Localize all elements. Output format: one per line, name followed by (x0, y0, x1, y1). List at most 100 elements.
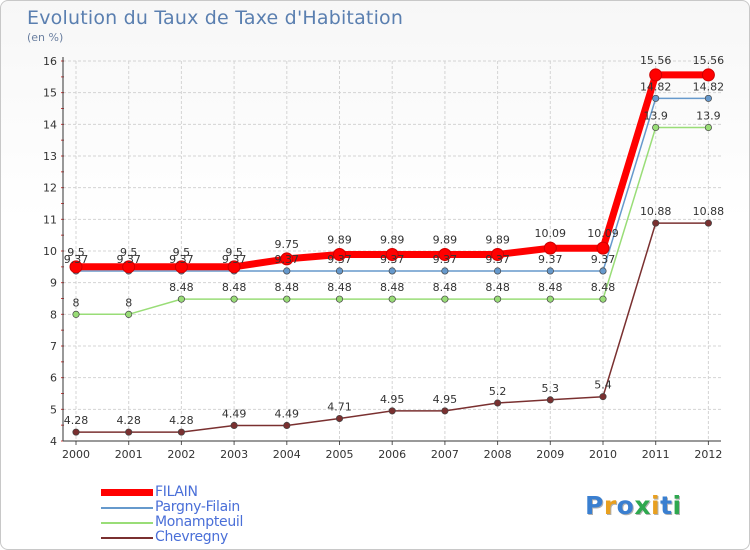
logo-letter: i (672, 491, 682, 520)
data-point-chevregny (230, 421, 238, 430)
data-label-filain: 9.89 (485, 233, 510, 246)
data-point-chevregny (599, 393, 607, 401)
data-point-chevregny (441, 407, 449, 415)
data-label-pargny-filain: 9.37 (538, 253, 563, 266)
data-label-monampteuil: 13.9 (696, 110, 721, 123)
legend-label-pargny-filain: Pargny-Filain (155, 499, 241, 515)
data-label-monampteuil: 8.48 (327, 281, 352, 294)
data-label-monampteuil: 8.48 (538, 281, 563, 294)
legend-swatch-monampteuil (101, 522, 153, 524)
legend-swatch-filain (101, 489, 153, 496)
data-point-filain (69, 260, 83, 274)
y-tick-label: 12 (43, 182, 57, 195)
data-point-pargny-filain (494, 267, 502, 275)
x-tick-label: 2003 (220, 448, 248, 461)
data-point-monampteuil (335, 295, 344, 303)
data-point-filain (438, 247, 452, 261)
y-tick-label: 14 (43, 118, 57, 131)
data-label-monampteuil: 8.48 (433, 281, 458, 294)
x-tick-label: 2005 (326, 448, 354, 461)
y-tick-label: 6 (50, 372, 57, 385)
data-label-pargny-filain: 9.37 (327, 253, 352, 266)
data-label-filain: 9.89 (433, 233, 458, 246)
data-point-monampteuil (283, 295, 291, 303)
data-point-monampteuil (230, 295, 238, 303)
data-label-filain: 9.5 (67, 246, 85, 259)
data-label-monampteuil: 8.48 (169, 281, 194, 294)
y-tick-label: 9 (50, 277, 57, 290)
y-tick-label: 10 (43, 245, 57, 258)
unit-label: (en %) (27, 31, 64, 44)
data-label-filain: 15.56 (640, 54, 672, 67)
logo-letter: r (603, 491, 617, 520)
logo-letter: t (660, 491, 673, 520)
data-label-monampteuil: 8.48 (485, 281, 510, 294)
y-tick-label: 15 (43, 87, 57, 100)
data-label-filain: 9.89 (380, 233, 405, 246)
x-tick-label: 2009 (536, 448, 564, 461)
axes: 4 5 6 7 8 9 10 11 12 13 14 15 16 2000 2001 2002 2003 2004… (43, 55, 722, 461)
data-label-monampteuil: 8.48 (591, 281, 616, 294)
data-point-filain (280, 252, 294, 266)
data-point-monampteuil (177, 295, 185, 303)
x-tick-label: 2001 (115, 448, 143, 461)
data-point-filain (227, 260, 241, 274)
data-label-monampteuil: 8.48 (380, 281, 405, 294)
data-label-pargny-filain: 9.37 (222, 253, 247, 266)
data-label-monampteuil: 8.48 (222, 281, 247, 294)
x-tick-label: 2002 (167, 448, 195, 461)
x-tick-label: 2011 (642, 448, 670, 461)
data-point-monampteuil (441, 295, 449, 303)
y-tick-label: 5 (50, 403, 57, 416)
legend-label-chevregny: Chevregny (155, 529, 228, 545)
data-point-filain (491, 247, 505, 261)
data-point-chevregny (72, 428, 80, 436)
data-label-chevregny: 4.28 (116, 414, 141, 427)
data-point-filain (122, 260, 136, 274)
data-label-pargny-filain: 9.37 (591, 253, 616, 266)
data-label-filain: 10.09 (587, 227, 619, 240)
legend-label-filain: FILAIN (155, 484, 198, 500)
data-label-chevregny: 4.95 (433, 393, 458, 406)
data-label-chevregny: 4.28 (169, 414, 194, 427)
data-point-pargny-filain (335, 267, 344, 275)
x-tick-label: 2010 (589, 448, 617, 461)
data-point-filain (385, 247, 399, 261)
data-label-pargny-filain: 9.37 (116, 253, 141, 266)
data-points (69, 68, 715, 436)
y-tick-label: 7 (50, 340, 57, 353)
data-point-filain (333, 247, 346, 261)
data-label-monampteuil: 8.48 (275, 281, 300, 294)
data-label-pargny-filain: 9.37 (64, 253, 89, 266)
data-point-chevregny (177, 428, 185, 436)
data-point-chevregny (494, 399, 502, 407)
data-label-filain: 9.5 (225, 246, 243, 259)
data-point-pargny-filain (388, 267, 396, 275)
data-point-monampteuil (704, 123, 712, 132)
legend-swatch-pargny-filain (101, 507, 153, 509)
data-point-monampteuil (72, 310, 80, 318)
x-tick-label: 2006 (378, 448, 406, 461)
data-label-chevregny: 10.88 (640, 205, 672, 218)
data-point-pargny-filain (546, 267, 554, 275)
x-tick-label: 2012 (694, 448, 722, 461)
logo-letter: x (634, 491, 651, 520)
y-tick-label: 4 (50, 435, 57, 448)
y-tick-label: 11 (43, 213, 57, 226)
data-label-chevregny: 5.4 (594, 379, 612, 392)
proxiti-logo: Proxiti (585, 491, 682, 520)
data-point-pargny-filain (704, 94, 712, 102)
x-tick-label: 2007 (431, 448, 459, 461)
logo-letter: i (651, 491, 661, 520)
data-point-pargny-filain (599, 267, 607, 275)
data-label-monampteuil: 8 (125, 296, 132, 309)
data-point-monampteuil (494, 295, 502, 303)
data-label-chevregny: 10.88 (693, 205, 725, 218)
data-point-monampteuil (652, 123, 660, 132)
data-point-filain (543, 241, 557, 255)
data-label-monampteuil: 13.9 (643, 110, 668, 123)
data-point-chevregny (546, 396, 554, 404)
data-label-chevregny: 4.71 (327, 401, 352, 414)
data-label-monampteuil: 8 (73, 296, 80, 309)
